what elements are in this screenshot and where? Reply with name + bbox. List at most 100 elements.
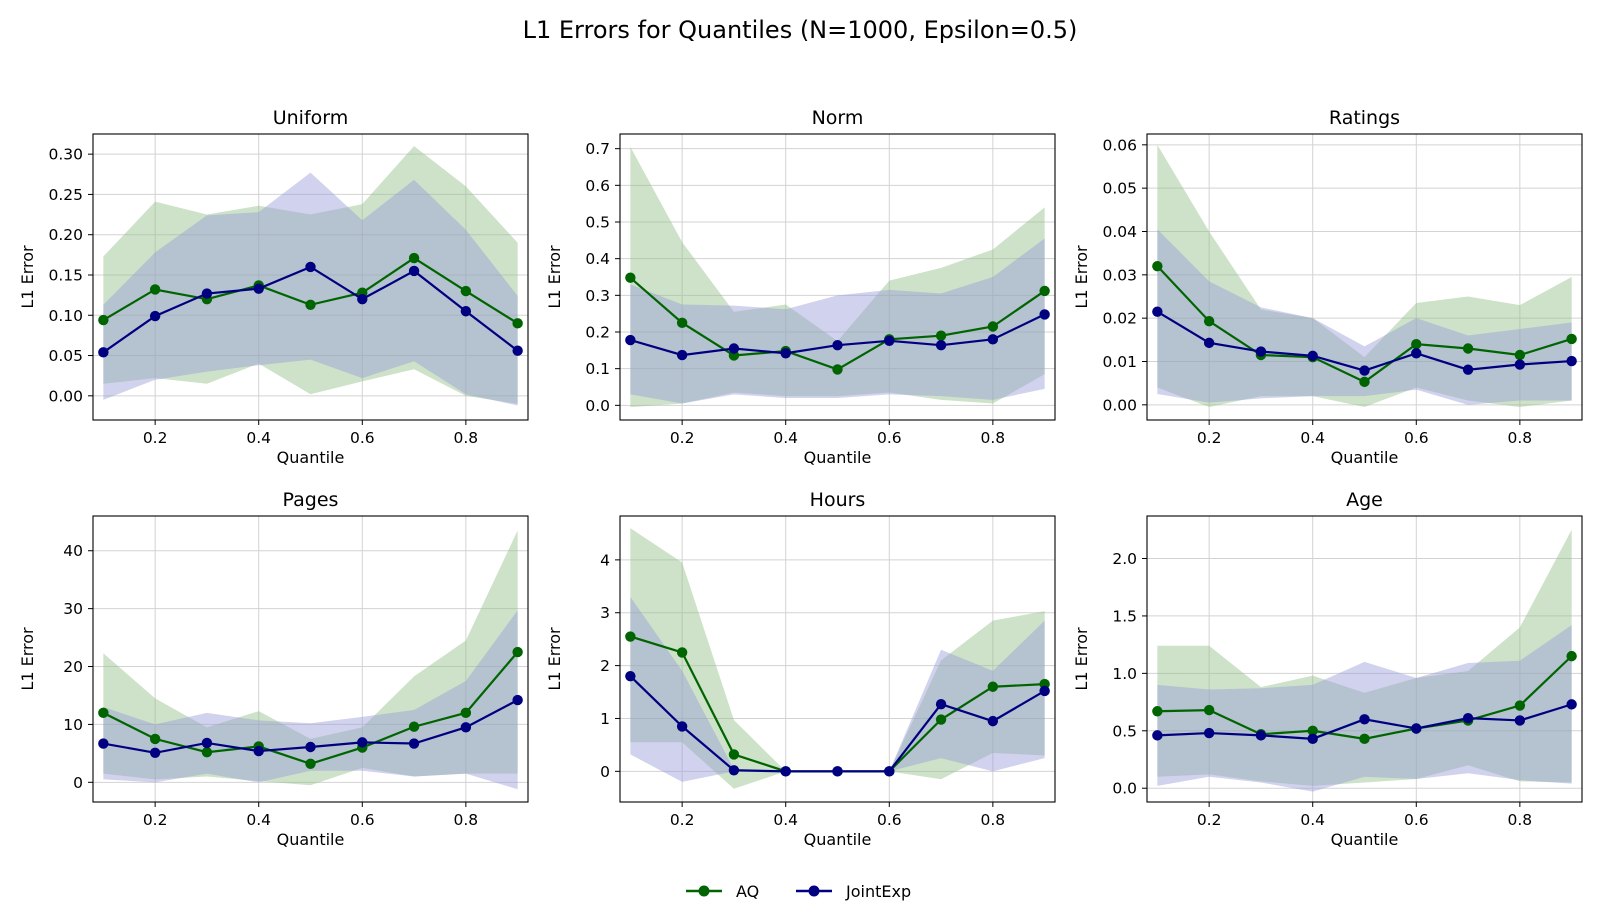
point-jointexp	[201, 737, 213, 749]
point-jointexp	[1566, 699, 1577, 710]
point-jointexp	[1411, 723, 1422, 734]
point-aq	[305, 758, 316, 769]
point-jointexp	[935, 340, 947, 351]
xtick-label: 0.8	[981, 429, 1006, 447]
point-aq	[676, 317, 688, 329]
band-jointexp	[1157, 625, 1572, 792]
point-aq	[987, 321, 999, 332]
point-jointexp	[305, 741, 316, 753]
ytick-label: 0.10	[48, 307, 83, 325]
point-jointexp	[884, 766, 895, 777]
point-jointexp	[1255, 346, 1267, 357]
point-jointexp	[149, 310, 161, 322]
point-jointexp	[780, 348, 791, 359]
y-axis-label: L1 Error	[545, 627, 564, 691]
point-jointexp	[1203, 727, 1215, 739]
ytick-label: 2	[600, 657, 610, 675]
ytick-label: 0.03	[1102, 266, 1137, 284]
ytick-label: 0.3	[585, 287, 610, 305]
point-jointexp	[987, 334, 999, 345]
point-aq	[935, 330, 947, 341]
figure-title: L1 Errors for Quantiles (N=1000, Epsilon…	[523, 16, 1078, 44]
point-jointexp	[1255, 730, 1267, 741]
point-aq	[98, 314, 109, 326]
plot-frame	[1146, 133, 1583, 421]
ytick-label: 3	[600, 604, 610, 622]
point-jointexp	[1307, 350, 1318, 362]
xtick-label: 0.4	[773, 429, 798, 447]
point-jointexp	[625, 670, 636, 682]
point-aq	[512, 318, 523, 329]
point-jointexp	[512, 345, 523, 356]
xtick-label: 0.2	[670, 429, 695, 447]
ytick-label: 0.04	[1102, 223, 1137, 241]
xtick-label: 0.4	[1300, 429, 1325, 447]
subplot-uniform: 0.2 0.4 0.6 0.8 0.00 0.05 0.10 0.15 0.20 0.25 0.30…	[18, 107, 529, 467]
point-aq	[676, 647, 688, 658]
ytick-label: 0.30	[48, 146, 83, 164]
ytick-label: 0.00	[48, 387, 83, 405]
point-aq	[1203, 316, 1215, 327]
subplot-age: 0.2 0.4 0.6 0.8 0.0 0.5 1.0 1.5 2.0 Age Quantile L1…	[1072, 489, 1583, 849]
ytick-label: 30	[63, 600, 83, 618]
legend-aq-marker	[698, 885, 710, 897]
plot-frame	[1146, 515, 1583, 803]
point-jointexp	[512, 694, 523, 706]
point-jointexp	[1152, 306, 1163, 317]
xtick-label: 0.4	[246, 811, 271, 829]
ytick-label: 0.15	[48, 266, 83, 284]
xtick-label: 0.6	[877, 811, 902, 829]
point-jointexp	[1039, 309, 1050, 320]
point-aq	[625, 272, 636, 283]
x-axis-label: Quantile	[277, 830, 345, 849]
xtick-label: 0.8	[981, 811, 1006, 829]
ytick-label: 0.1	[585, 360, 610, 378]
band-aq	[103, 530, 518, 786]
point-jointexp	[884, 335, 895, 346]
point-jointexp	[1514, 359, 1526, 370]
x-axis-label: Quantile	[804, 448, 872, 467]
point-jointexp	[1203, 337, 1215, 349]
xtick-label: 0.8	[1508, 811, 1533, 829]
point-jointexp	[253, 283, 264, 294]
ytick-label: 0.05	[48, 347, 83, 365]
point-jointexp	[676, 721, 688, 732]
point-jointexp	[253, 745, 264, 757]
point-jointexp	[935, 698, 947, 710]
xtick-label: 0.6	[1404, 429, 1429, 447]
legend-jointexp-marker	[808, 885, 820, 897]
point-aq	[1566, 650, 1577, 662]
band-aq	[103, 146, 518, 404]
band-jointexp	[1157, 229, 1572, 405]
plot-frame	[619, 133, 1056, 421]
point-aq	[149, 284, 161, 295]
point-jointexp	[1462, 712, 1474, 724]
point-aq	[1307, 725, 1318, 736]
xtick-label: 0.2	[670, 811, 695, 829]
band-jointexp	[630, 596, 1045, 782]
subplot-title: Ratings	[1329, 107, 1400, 129]
point-jointexp	[1462, 364, 1474, 375]
point-aq	[408, 721, 420, 732]
point-aq	[728, 749, 740, 760]
y-axis-label: L1 Error	[1072, 627, 1091, 691]
ytick-label: 0.5	[585, 214, 610, 232]
x-axis-label: Quantile	[804, 830, 872, 849]
point-jointexp	[357, 737, 368, 748]
ytick-label: 0.06	[1102, 136, 1137, 154]
ytick-label: 1.0	[1112, 665, 1137, 683]
point-aq	[1514, 700, 1526, 711]
xtick-label: 0.2	[143, 429, 168, 447]
xtick-label: 0.2	[143, 811, 168, 829]
point-jointexp	[98, 347, 109, 358]
plot-frame	[92, 133, 529, 421]
point-jointexp	[305, 261, 316, 273]
point-aq	[305, 299, 316, 310]
point-aq	[1152, 260, 1163, 272]
point-aq	[1203, 704, 1215, 716]
point-jointexp	[408, 738, 420, 749]
point-jointexp	[149, 747, 161, 758]
point-jointexp	[1411, 348, 1422, 359]
legend: AQ JointExp	[686, 882, 911, 901]
